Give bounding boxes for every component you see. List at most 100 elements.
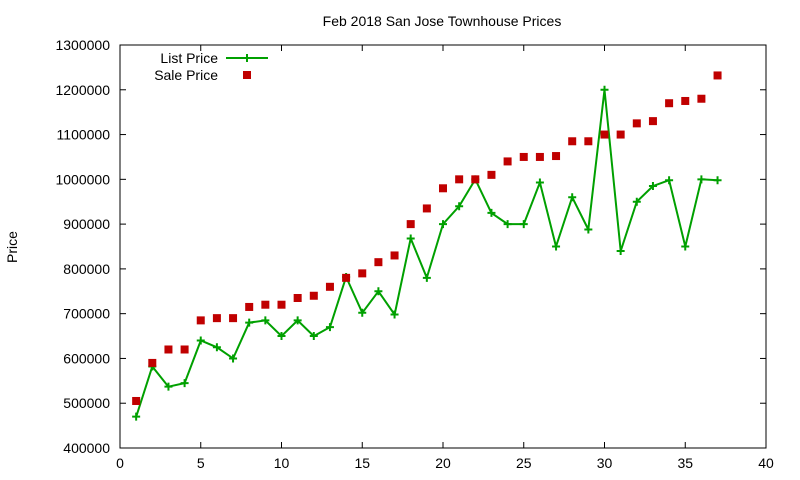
data-point <box>568 193 577 202</box>
data-point <box>325 282 334 291</box>
data-point <box>519 220 528 229</box>
chart-title: Feb 2018 San Jose Townhouse Prices <box>323 13 562 29</box>
x-tick-label: 25 <box>516 455 532 471</box>
data-point <box>584 137 593 146</box>
data-point <box>261 300 270 309</box>
data-point <box>148 358 157 367</box>
x-tick-label: 5 <box>197 455 205 471</box>
data-point <box>358 269 367 278</box>
data-point <box>568 137 577 146</box>
data-point <box>406 220 415 229</box>
data-point <box>180 345 189 354</box>
data-point <box>616 130 625 139</box>
data-point <box>358 308 367 317</box>
y-tick-label: 900000 <box>63 216 110 232</box>
data-point <box>600 85 609 94</box>
data-point <box>212 314 221 323</box>
data-point <box>196 316 205 325</box>
legend-marker <box>243 71 251 79</box>
data-point <box>277 332 286 341</box>
data-point <box>487 170 496 179</box>
data-point <box>309 332 318 341</box>
data-point <box>277 300 286 309</box>
data-point <box>132 396 141 405</box>
x-tick-label: 40 <box>758 455 774 471</box>
data-point <box>600 130 609 139</box>
x-tick-label: 30 <box>597 455 613 471</box>
data-point <box>439 184 447 193</box>
y-tick-label: 600000 <box>63 350 110 366</box>
data-point <box>439 220 447 229</box>
y-tick-label: 400000 <box>63 440 110 456</box>
data-point <box>245 302 254 311</box>
x-tick-label: 0 <box>116 455 124 471</box>
series-layer <box>132 71 722 421</box>
data-point <box>374 258 383 267</box>
legend-marker <box>243 54 251 62</box>
data-point <box>455 202 464 211</box>
x-tick-label: 35 <box>677 455 693 471</box>
y-tick-label: 700000 <box>63 306 110 322</box>
x-tick-label: 20 <box>435 455 451 471</box>
data-point <box>180 379 189 388</box>
y-tick-label: 1200000 <box>55 82 110 98</box>
data-point <box>293 293 302 302</box>
data-point <box>455 175 464 184</box>
y-tick-label: 1000000 <box>55 171 110 187</box>
series-list-price <box>132 85 722 421</box>
data-point <box>422 273 431 282</box>
data-point <box>164 382 173 391</box>
data-point <box>584 225 593 234</box>
data-point <box>535 152 544 161</box>
legend-label: Sale Price <box>154 67 218 83</box>
data-point <box>374 287 383 296</box>
data-point <box>261 316 270 325</box>
data-point <box>632 119 641 128</box>
legend-label: List Price <box>160 50 218 66</box>
data-point <box>342 273 351 282</box>
x-tick-label: 15 <box>354 455 370 471</box>
data-point <box>713 176 722 185</box>
data-point <box>471 175 480 184</box>
y-tick-label: 1300000 <box>55 37 110 53</box>
data-point <box>616 246 625 255</box>
data-point <box>487 208 496 217</box>
data-point <box>325 323 334 332</box>
data-point <box>406 234 415 243</box>
data-point <box>293 316 302 325</box>
data-point <box>552 152 561 161</box>
axis-ticks: 0 5 10 15 20 25 30 35 40 400000 500000 600000 700000… <box>55 37 774 471</box>
y-tick-label: 1100000 <box>57 127 111 143</box>
data-point <box>390 251 399 260</box>
data-point <box>648 182 657 191</box>
data-point <box>229 354 238 363</box>
series-line <box>135 89 718 418</box>
data-point <box>422 204 431 213</box>
series-sale-price <box>132 71 722 405</box>
data-point <box>519 152 528 161</box>
y-tick-label: 500000 <box>63 395 110 411</box>
data-point <box>632 197 641 206</box>
data-point <box>697 94 706 103</box>
data-point <box>229 314 238 323</box>
data-point <box>503 157 512 166</box>
data-point <box>309 291 318 300</box>
data-point <box>681 242 690 251</box>
data-point <box>681 96 690 105</box>
data-point <box>245 318 254 327</box>
data-point <box>503 220 512 229</box>
data-point <box>535 178 544 187</box>
data-point <box>665 176 674 185</box>
data-point <box>552 242 561 251</box>
data-point <box>164 345 173 354</box>
data-point <box>196 336 205 345</box>
data-point <box>390 310 399 319</box>
data-point <box>648 117 657 126</box>
x-tick-label: 10 <box>274 455 290 471</box>
data-point <box>212 343 221 352</box>
data-point <box>132 412 141 421</box>
y-axis-label: Price <box>4 231 20 263</box>
data-point <box>697 175 706 184</box>
